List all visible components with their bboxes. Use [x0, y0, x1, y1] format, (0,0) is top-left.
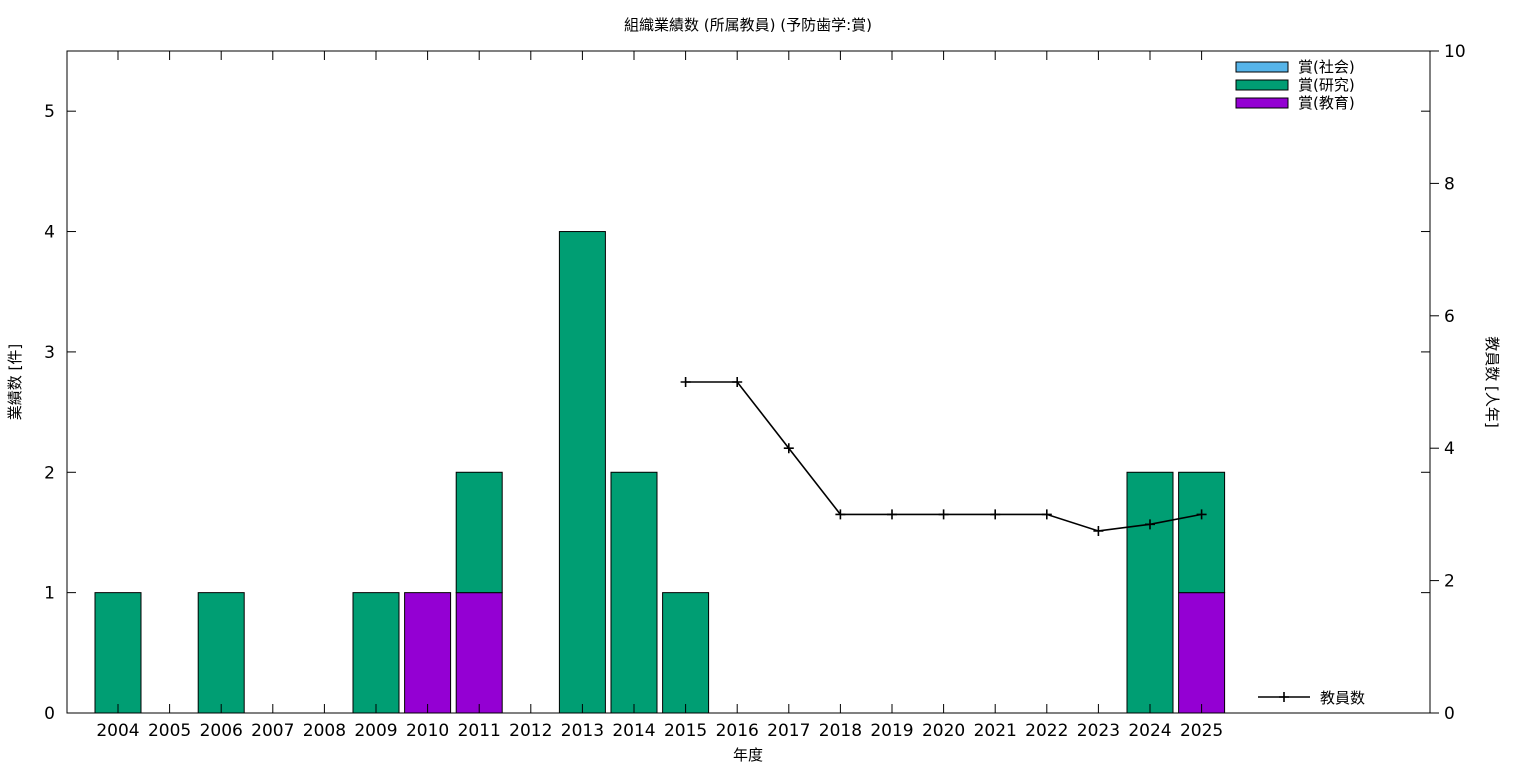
legend-label: 賞(研究)	[1298, 76, 1355, 94]
y-tick-label: 0	[44, 704, 55, 724]
x-tick-label: 2005	[148, 721, 191, 741]
legend-label: 賞(社会)	[1298, 58, 1355, 76]
y2-tick-label: 6	[1444, 307, 1455, 327]
x-tick-label: 2017	[767, 721, 810, 741]
y2-tick-label: 0	[1444, 704, 1455, 724]
x-tick-label: 2015	[664, 721, 707, 741]
legend-swatch-賞(社会)	[1235, 61, 1289, 73]
x-tick-label: 2025	[1180, 721, 1223, 741]
bar-2024-賞(研究)	[1126, 471, 1174, 714]
line-point	[1041, 509, 1052, 520]
x-tick-label: 2010	[406, 721, 449, 741]
line-point	[680, 377, 691, 387]
bars-layer	[94, 231, 1226, 714]
y2-tick-label: 8	[1444, 174, 1455, 194]
bar-2013-賞(研究)	[558, 231, 606, 714]
line-point	[835, 509, 846, 520]
x-tick-label: 2019	[870, 721, 913, 741]
y-tick-label: 2	[44, 463, 55, 483]
y-axis-label: 業績数 [件]	[6, 344, 24, 420]
x-tick-label: 2014	[612, 721, 655, 741]
bar-2025-賞(研究)	[1178, 471, 1226, 594]
y2-tick-label: 10	[1444, 42, 1466, 62]
x-tick-label: 2020	[922, 721, 965, 741]
y-tick-label: 4	[44, 223, 55, 243]
x-tick-label: 2008	[303, 721, 346, 741]
x-tick-label: 2004	[96, 721, 139, 741]
bar-2010-賞(教育)	[404, 592, 452, 714]
bar-2025-賞(教育)	[1178, 592, 1226, 714]
legend-line-marker	[1279, 692, 1289, 702]
line-point	[1145, 519, 1155, 530]
legend-swatch-賞(研究)	[1235, 79, 1289, 91]
bar-2014-賞(研究)	[610, 471, 658, 714]
x-tick-label: 2013	[561, 721, 604, 741]
chart-title: 組織業績数 (所属教員) (予防歯学:賞)	[624, 16, 872, 34]
y2-tick-label: 4	[1444, 439, 1455, 459]
y2-tick-label: 2	[1444, 572, 1455, 592]
legend-swatch-賞(教育)	[1235, 97, 1289, 109]
line-series-教員数	[685, 381, 1202, 532]
axes-layer: 0 1 2 3 4 5 0 2 4 6 8 10 2004 2005 2006 2007 2008 2009 201…	[44, 42, 1465, 741]
legend-label: 賞(教育)	[1298, 94, 1355, 112]
x-tick-label: 2022	[1025, 721, 1068, 741]
line-point	[938, 509, 949, 520]
y-tick-label: 5	[44, 102, 55, 122]
y2-axis-label: 教員数 [人年]	[1483, 336, 1501, 427]
x-tick-label: 2012	[509, 721, 552, 741]
bar-2006-賞(研究)	[197, 592, 245, 714]
line-point	[1196, 509, 1207, 520]
bar-2011-賞(研究)	[455, 471, 503, 594]
line-point	[1093, 525, 1104, 536]
y-tick-label: 3	[44, 343, 55, 363]
line-layer	[680, 377, 1207, 536]
x-axis-label: 年度	[733, 746, 763, 764]
x-tick-label: 2018	[819, 721, 862, 741]
x-tick-label: 2023	[1077, 721, 1120, 741]
plot-frame	[66, 50, 1431, 714]
line-point	[783, 443, 794, 454]
x-tick-label: 2016	[716, 721, 759, 741]
bar-2015-賞(研究)	[662, 592, 710, 714]
x-tick-label: 2011	[458, 721, 501, 741]
bar-2009-賞(研究)	[352, 592, 400, 714]
x-tick-label: 2021	[974, 721, 1017, 741]
legend: 賞(社会)賞(研究)賞(教育) 教員数	[1235, 58, 1365, 707]
line-point	[887, 509, 897, 520]
bar-2011-賞(教育)	[455, 592, 503, 714]
x-tick-label: 2007	[251, 721, 294, 741]
x-tick-label: 2009	[354, 721, 397, 741]
line-point	[732, 377, 743, 387]
line-point	[990, 509, 1001, 520]
x-tick-label: 2024	[1128, 721, 1171, 741]
legend-label-line: 教員数	[1320, 689, 1365, 707]
x-tick-label: 2006	[200, 721, 243, 741]
y-tick-label: 1	[44, 584, 55, 604]
bar-2004-賞(研究)	[94, 592, 142, 714]
